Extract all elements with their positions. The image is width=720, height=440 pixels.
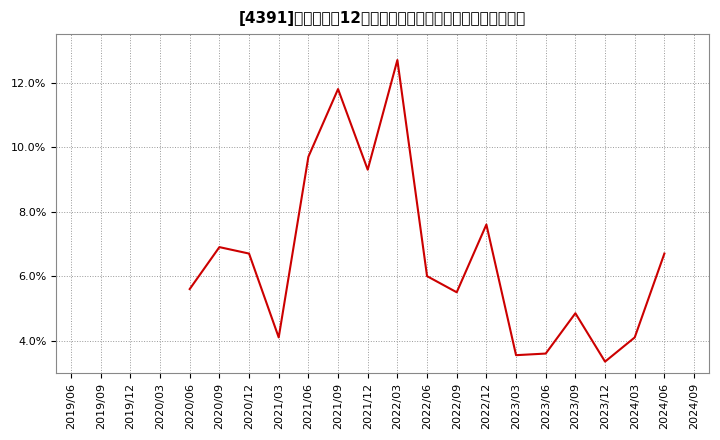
Title: [4391]　売上高の12か月移動合計の対前年同期増減率の推移: [4391] 売上高の12か月移動合計の対前年同期増減率の推移 — [239, 11, 526, 26]
